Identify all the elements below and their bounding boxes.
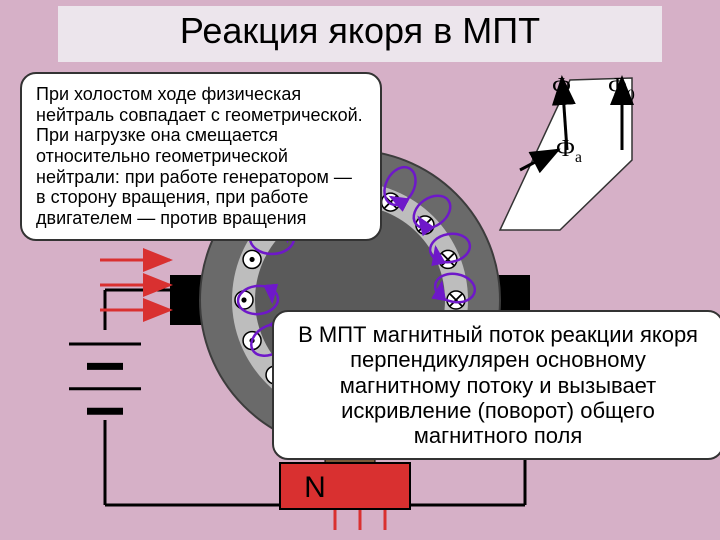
flux-loop-arrow-7 — [441, 283, 442, 289]
flux-loop-arrow-6 — [436, 247, 437, 253]
flux-label-phia-sub: а — [575, 149, 582, 166]
callout-right: В МПТ магнитный поток реакции якоря перп… — [272, 310, 720, 460]
conductor-dot-12 — [241, 297, 246, 302]
flux-label-phi0-symbol: Ф — [608, 74, 627, 100]
flux-label-phi-symbol: Ф — [552, 74, 571, 100]
flux-label-phi: Ф — [552, 74, 571, 101]
callout-left: При холостом ходе физическая нейтраль со… — [20, 72, 382, 241]
flux-label-phia-symbol: Ф — [556, 136, 575, 162]
n-pole-block — [280, 463, 410, 509]
n-pole-label: N — [304, 471, 326, 504]
flux-label-phi0: Ф0 — [608, 74, 635, 105]
slide-stage: Реакция якоря в МПТNПри холостом ходе фи… — [0, 0, 720, 540]
flux-label-phi0-sub: 0 — [627, 87, 635, 104]
conductor-dot-13 — [249, 257, 254, 262]
flux-loop-arrow-13 — [272, 296, 273, 302]
flux-label-phia: Фа — [556, 136, 582, 167]
